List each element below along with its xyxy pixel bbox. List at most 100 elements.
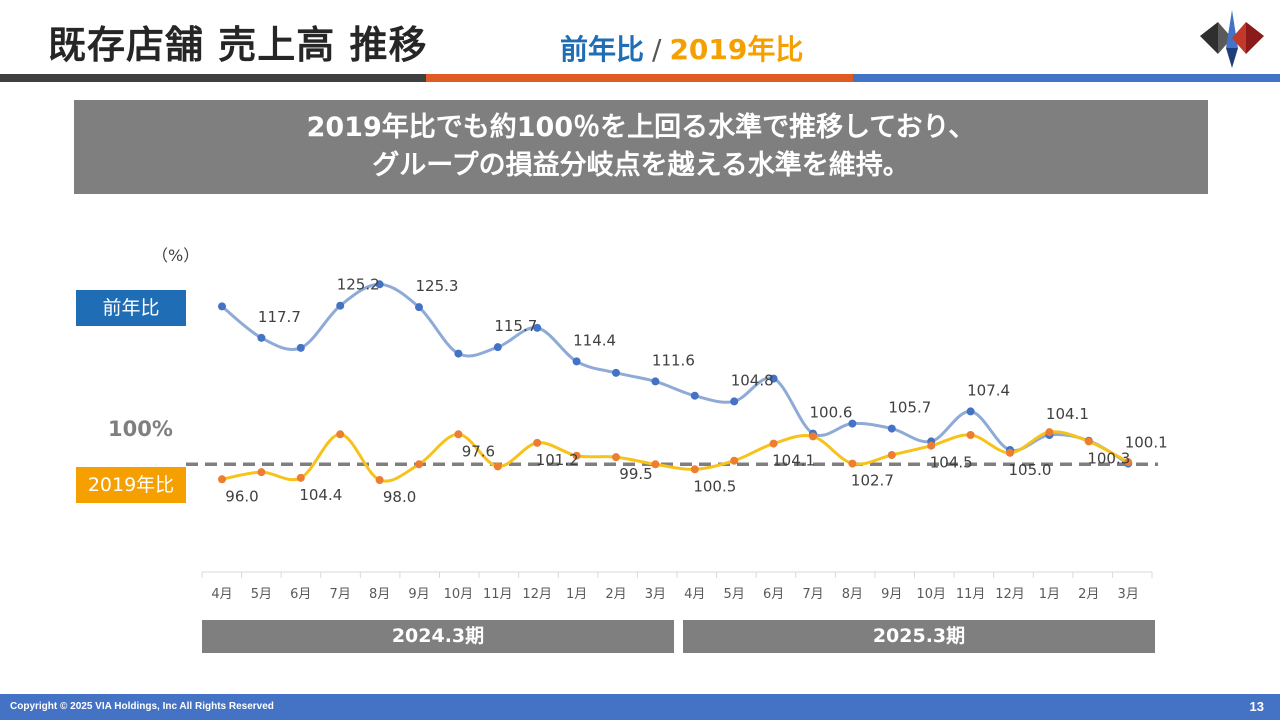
vs2019-data-label: 104.4 (299, 486, 342, 504)
baseline-label: 100% (108, 417, 173, 441)
x-tick-label: 2月 (1078, 587, 1099, 602)
vs2019-point (848, 459, 857, 468)
vs2019-data-label: 98.0 (383, 488, 416, 506)
x-tick-label: 8月 (842, 587, 863, 602)
x-tick-label: 4月 (211, 587, 232, 602)
yoy-point (966, 407, 975, 416)
key-message-line2: グループの損益分岐点を越える水準を維持。 (372, 150, 910, 181)
vs2019-point (1084, 437, 1093, 446)
vs2019-point (296, 473, 305, 482)
yoy-point (612, 368, 620, 377)
yoy-point (375, 280, 384, 289)
vs2019-point (572, 451, 581, 460)
yoy-data-label: 117.7 (258, 308, 301, 326)
vs2019-data-label: 101.2 (536, 451, 579, 469)
x-tick-label: 3月 (645, 587, 666, 602)
x-tick-label: 11月 (483, 587, 513, 602)
yoy-series-line (221, 282, 1129, 465)
vs2019-point (1045, 428, 1054, 437)
vs2019-point (612, 453, 620, 462)
yoy-point (769, 374, 778, 383)
period-label-2024: 2024.3期 (202, 620, 674, 653)
x-tick-label: 12月 (995, 587, 1025, 602)
vs2019-point (218, 475, 226, 484)
vs2019-data-label: 104.1 (772, 452, 815, 470)
yoy-data-label: 104.1 (1046, 405, 1089, 423)
yoy-data-label: 104.8 (731, 371, 774, 389)
yoy-data-label: 125.3 (416, 277, 459, 295)
vs2019-data-label: 97.6 (462, 442, 495, 460)
subtitle-separator: / (652, 33, 662, 66)
footer-bar: Copyright © 2025 VIA Holdings, Inc All R… (0, 694, 1280, 720)
vs2019-point (730, 456, 739, 465)
yoy-data-label: 111.6 (652, 351, 695, 369)
vs2019-point (769, 439, 778, 448)
vs2019-point (257, 468, 266, 477)
header-band-orange (426, 74, 853, 82)
yoy-data-label: 114.4 (573, 331, 616, 349)
vs2019-point (966, 431, 975, 439)
key-message-line1: 2019年比でも約100％を上回る水準で推移しており、 (306, 112, 976, 143)
yoy-point (730, 397, 739, 406)
yoy-point (493, 343, 502, 352)
yoy-point (651, 377, 660, 386)
header-band-blue (853, 74, 1280, 82)
vs2019-data-label: 102.7 (851, 472, 894, 490)
vs2019-series-tag: 2019年比 (76, 467, 186, 503)
vs2019-data-label: 96.0 (225, 487, 258, 505)
yoy-point (887, 424, 896, 433)
yoy-data-label: 100.1 (1125, 434, 1168, 452)
yoy-point (296, 343, 305, 352)
yoy-point (257, 333, 266, 342)
x-tick-label: 11月 (956, 587, 986, 602)
yoy-series-tag: 前年比 (76, 290, 186, 326)
x-tick-label: 3月 (1118, 587, 1139, 602)
x-tick-label: 6月 (290, 587, 311, 602)
vs2019-data-label: 104.5 (930, 454, 973, 472)
yoy-data-label: 115.7 (494, 317, 537, 335)
x-tick-label: 1月 (1039, 587, 1060, 602)
x-tick-label: 10月 (444, 587, 474, 602)
yoy-point (533, 323, 542, 332)
yoy-data-label: 105.7 (888, 399, 931, 417)
x-tick-label: 9月 (408, 587, 429, 602)
vs2019-point (887, 451, 896, 459)
unit-label: （%） (152, 246, 200, 265)
yoy-point (336, 301, 345, 310)
vs2019-point (927, 441, 936, 450)
vs2019-point (375, 476, 384, 484)
x-tick-label: 12月 (522, 587, 552, 602)
yoy-point (218, 302, 226, 311)
vs2019-point (336, 430, 345, 439)
x-tick-label: 4月 (684, 587, 705, 602)
x-tick-label: 2月 (605, 587, 626, 602)
x-tick-label: 5月 (724, 587, 745, 602)
page-title: 既存店舗 売上高 推移 (48, 23, 428, 67)
vs2019-point (415, 460, 423, 469)
vs2019-data-label: 99.5 (619, 465, 652, 483)
x-tick-label: 10月 (916, 587, 946, 602)
x-tick-label: 8月 (369, 587, 390, 602)
vs2019-point (1006, 448, 1014, 457)
x-tick-label: 7月 (330, 587, 351, 602)
x-tick-label: 9月 (881, 587, 902, 602)
vs2019-point (651, 460, 660, 469)
subtitle-yoy: 前年比 (560, 33, 645, 66)
yoy-point (572, 357, 581, 366)
yoy-point (848, 419, 857, 428)
page-subtitle: 前年比/2019年比 (560, 28, 803, 68)
page-number: 13 (1249, 699, 1264, 714)
yoy-point (415, 303, 423, 312)
vs2019-point (493, 462, 502, 471)
vs2019-point (690, 465, 699, 474)
vs2019-data-label: 100.3 (1087, 449, 1130, 467)
company-logo (1200, 10, 1264, 68)
vs2019-data-label: 100.5 (693, 477, 736, 495)
vs2019-point (809, 432, 817, 441)
yoy-point (690, 391, 699, 400)
vs2019-point (533, 438, 542, 447)
x-tick-label: 7月 (802, 587, 823, 602)
x-tick-label: 6月 (763, 587, 784, 602)
vs2019-point (454, 430, 463, 439)
